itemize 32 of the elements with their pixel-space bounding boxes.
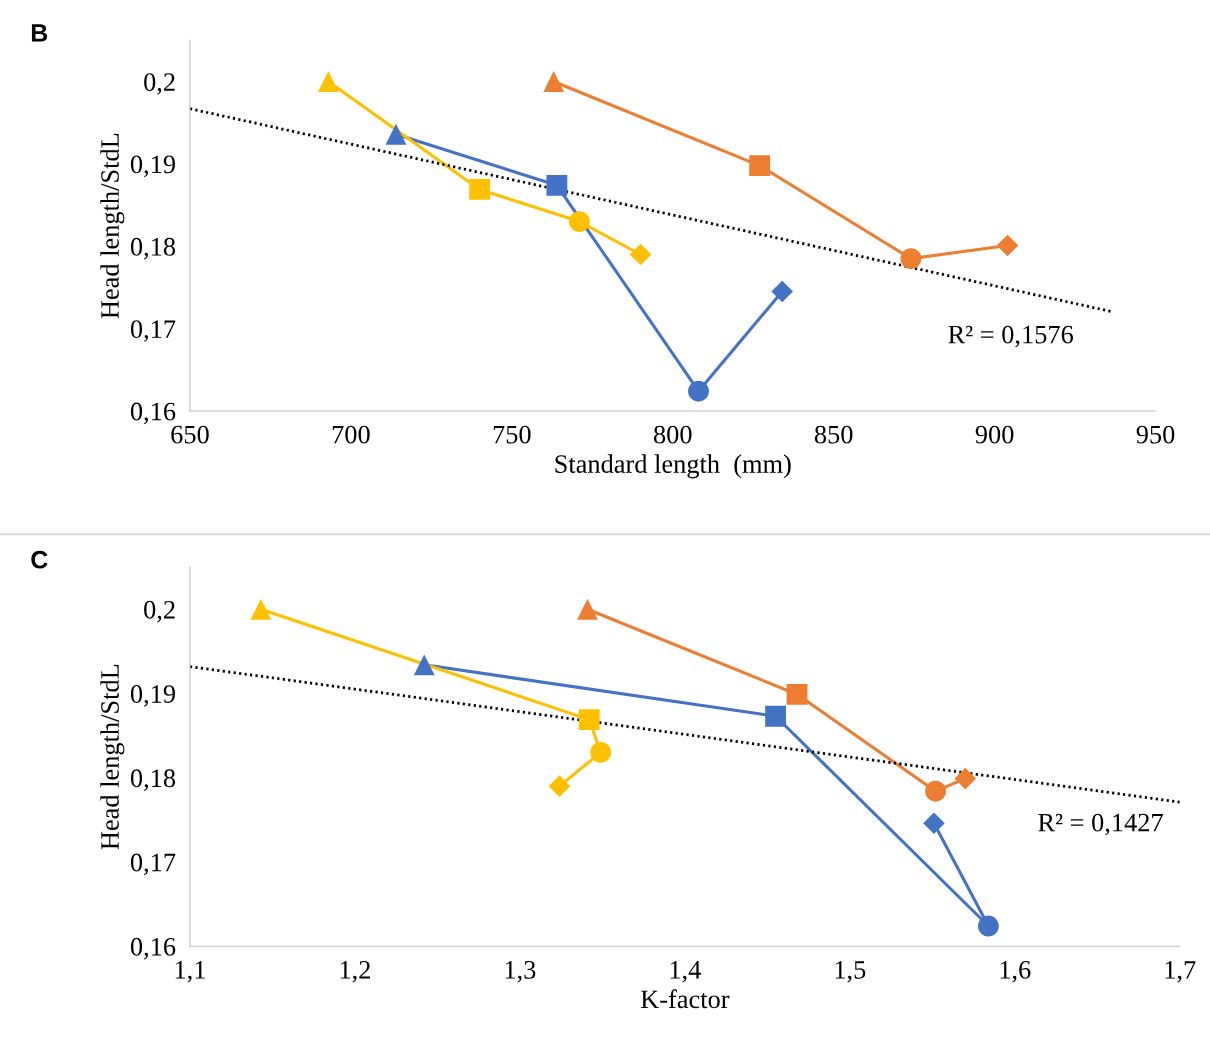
x-tick-label: 1,4 bbox=[670, 961, 701, 983]
y-tick-label: 0,17 bbox=[130, 853, 176, 876]
y-tick-label: 0,2 bbox=[144, 600, 175, 623]
y-tick-label: 0,16 bbox=[130, 937, 176, 960]
x-tick-label: 950 bbox=[1136, 425, 1175, 444]
x-tick-label: 900 bbox=[975, 425, 1014, 444]
x-tick-label: 800 bbox=[653, 425, 692, 444]
y-tick-label: 0,18 bbox=[130, 769, 176, 791]
y-tick-label: 0,16 bbox=[130, 402, 176, 425]
chart-title: C bbox=[31, 550, 48, 569]
x-axis-title: K-factor bbox=[640, 989, 730, 1009]
annotation: R² = 0,1427 bbox=[1038, 813, 1163, 836]
x-tick-label: 1,7 bbox=[1165, 961, 1196, 983]
x-tick-label: 1,6 bbox=[1000, 960, 1031, 983]
x-tick-label: 750 bbox=[493, 425, 531, 444]
y-tick-label: 0,17 bbox=[130, 320, 176, 342]
x-tick-label: 850 bbox=[814, 425, 853, 444]
x-tick-label: 1,3 bbox=[505, 960, 536, 983]
x-tick-label: 1,5 bbox=[835, 961, 866, 983]
x-tick-label: 650 bbox=[171, 425, 209, 444]
annotation: R² = 0,1576 bbox=[948, 325, 1073, 348]
x-axis-title: Standard length (mm) bbox=[555, 454, 791, 479]
y-tick-label: 0,19 bbox=[130, 685, 175, 707]
x-tick-label: 700 bbox=[332, 425, 370, 444]
x-tick-label: 1,1 bbox=[175, 961, 205, 983]
y-tick-label: 0,19 bbox=[130, 155, 175, 178]
x-tick-label: 1,2 bbox=[340, 960, 370, 983]
chart-title: B bbox=[31, 24, 48, 42]
y-axis-title: Head length/StdL bbox=[100, 133, 125, 319]
y-tick-label: 0,2 bbox=[144, 73, 175, 95]
y-axis-title: Head length/StdL bbox=[100, 664, 125, 850]
y-tick-label: 0,18 bbox=[130, 237, 176, 260]
